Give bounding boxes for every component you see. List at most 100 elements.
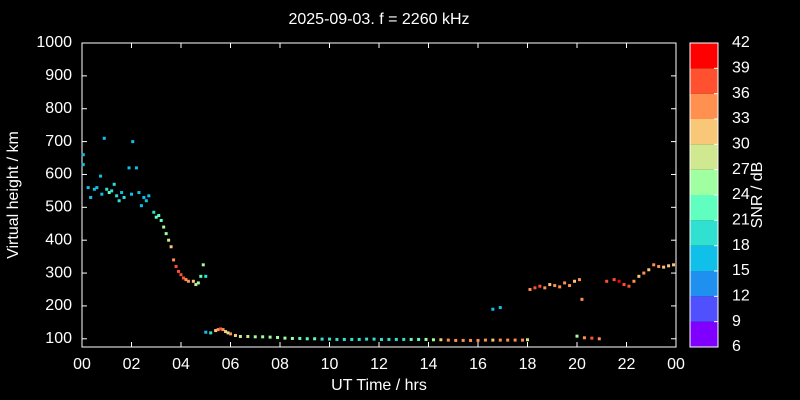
- y-tick-label: 100: [45, 330, 72, 347]
- colorbar-tick-label: 6: [732, 338, 741, 355]
- data-point: [582, 336, 586, 340]
- data-point: [548, 283, 552, 287]
- data-point: [276, 335, 280, 339]
- colorbar-band: [690, 144, 718, 170]
- x-tick-label: 04: [172, 356, 190, 373]
- data-point: [476, 338, 480, 342]
- y-tick-label: 900: [45, 67, 72, 84]
- data-point: [568, 284, 572, 288]
- data-point: [199, 274, 203, 278]
- data-point: [662, 265, 666, 269]
- colorbar-band: [690, 43, 718, 69]
- data-point: [209, 331, 213, 335]
- data-point: [134, 166, 138, 170]
- data-point: [513, 338, 517, 342]
- data-point: [491, 338, 495, 342]
- data-point: [144, 199, 148, 203]
- colorbar-tick-label: 33: [732, 110, 750, 127]
- data-point: [100, 192, 104, 196]
- data-point: [216, 328, 220, 332]
- data-point: [563, 281, 567, 285]
- data-point: [204, 274, 208, 278]
- data-point: [627, 284, 631, 288]
- data-point: [387, 337, 391, 341]
- data-point: [167, 238, 171, 242]
- data-point: [179, 273, 183, 277]
- x-tick-label: 10: [321, 356, 339, 373]
- colorbar-tick-label: 42: [732, 34, 750, 51]
- data-point: [120, 191, 124, 195]
- data-point: [201, 263, 205, 267]
- data-point: [533, 286, 537, 290]
- colorbar-tick-label: 21: [732, 212, 750, 229]
- data-point: [89, 195, 93, 199]
- data-point: [612, 278, 616, 282]
- x-tick-label: 02: [123, 356, 141, 373]
- data-point: [99, 174, 103, 178]
- data-point: [506, 338, 510, 342]
- data-point: [298, 336, 302, 340]
- data-point: [268, 335, 272, 339]
- colorbar-band: [690, 68, 718, 94]
- y-tick-label: 300: [45, 264, 72, 281]
- data-point: [313, 337, 317, 341]
- data-point: [159, 218, 163, 222]
- data-point: [127, 166, 131, 170]
- data-point: [617, 279, 621, 283]
- colorbar-tick-label: 39: [732, 60, 750, 77]
- data-point: [305, 337, 309, 341]
- y-tick-label: 200: [45, 297, 72, 314]
- data-point: [461, 338, 465, 342]
- colorbar-band: [690, 271, 718, 297]
- data-point: [498, 338, 502, 342]
- y-tick-label: 600: [45, 166, 72, 183]
- data-point: [439, 338, 443, 342]
- x-tick-label: 00: [73, 356, 91, 373]
- colorbar-tick-label: 9: [732, 313, 741, 330]
- data-point: [320, 337, 324, 341]
- data-point: [558, 285, 562, 289]
- data-point: [417, 337, 421, 341]
- colorbar-tick-label: 36: [732, 85, 750, 102]
- x-axis-label: UT Time / hrs: [331, 377, 427, 394]
- data-point: [647, 268, 651, 272]
- data-point: [290, 336, 294, 340]
- y-axis-label: Virtual height / km: [5, 131, 22, 259]
- colorbar-tick-label: 18: [732, 237, 750, 254]
- data-point: [491, 307, 495, 311]
- data-point: [157, 214, 161, 218]
- data-point: [575, 334, 579, 338]
- x-tick-label: 16: [469, 356, 487, 373]
- data-point: [219, 327, 223, 331]
- data-point: [214, 329, 218, 333]
- chart-title: 2025-09-03. f = 2260 kHz: [288, 11, 469, 28]
- data-point: [365, 337, 369, 341]
- data-point: [483, 338, 487, 342]
- data-point: [526, 338, 529, 342]
- colorbar-label: SNR / dB: [749, 162, 766, 229]
- data-point: [253, 335, 257, 339]
- data-point: [81, 163, 85, 167]
- data-point: [184, 278, 188, 282]
- data-point: [538, 284, 542, 288]
- y-tick-label: 500: [45, 199, 72, 216]
- data-point: [469, 338, 473, 342]
- data-point: [652, 263, 656, 267]
- data-point: [221, 328, 225, 332]
- data-point: [181, 276, 185, 280]
- colorbar-band: [690, 93, 718, 119]
- data-point: [86, 186, 90, 190]
- data-point: [224, 330, 228, 334]
- data-point: [169, 245, 173, 249]
- y-tick-label: 1000: [36, 34, 72, 51]
- data-point: [177, 269, 181, 273]
- data-point: [335, 337, 339, 341]
- data-point: [131, 140, 135, 144]
- data-point: [454, 338, 458, 342]
- colorbar-band: [690, 245, 718, 271]
- data-point: [194, 283, 198, 287]
- data-point: [164, 232, 168, 236]
- data-point: [139, 204, 143, 208]
- colorbar-tick-label: 15: [732, 262, 750, 279]
